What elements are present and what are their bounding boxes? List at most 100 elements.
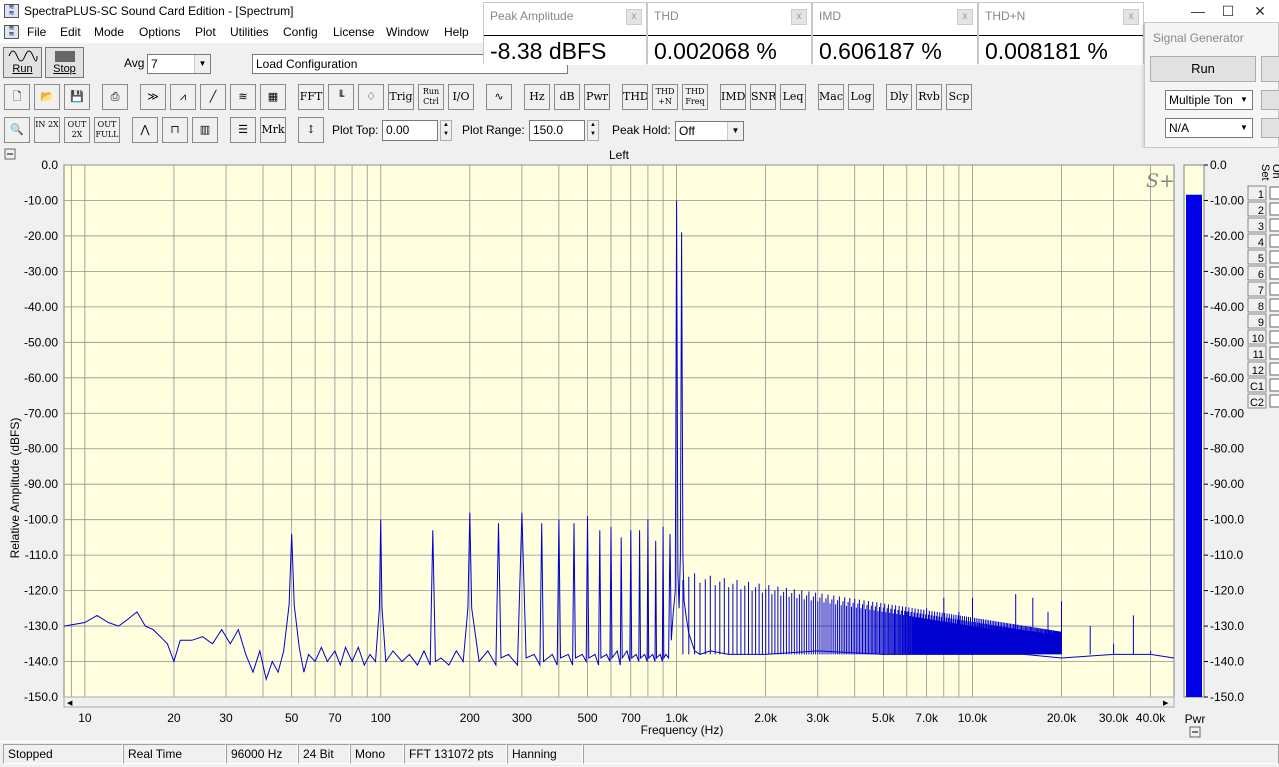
menu-window[interactable]: Window	[386, 25, 429, 39]
stop-button[interactable]: Stop	[45, 47, 84, 78]
overlay-set-checkbox[interactable]	[1269, 378, 1279, 392]
document-icon[interactable]: ≋ ≋	[4, 25, 19, 39]
step-plot-icon[interactable]: ⊓	[162, 117, 188, 143]
save-disk-icon[interactable]: 💾	[64, 84, 90, 110]
scroll-right-arrow[interactable]: ▶	[1163, 700, 1169, 707]
io-button[interactable]: I/O	[448, 84, 474, 110]
overlay-set-checkbox[interactable]	[1269, 330, 1279, 344]
plot-top-input[interactable]: 0.00	[382, 120, 438, 141]
dly-button[interactable]: Dly	[886, 84, 912, 110]
signal-mode-side-button[interactable]	[1261, 90, 1279, 110]
overlay-set-checkbox[interactable]	[1269, 282, 1279, 296]
overlay-set-checkbox[interactable]	[1269, 266, 1279, 280]
maximize-button[interactable]: ☐	[1221, 3, 1235, 19]
menu-plot[interactable]: Plot	[195, 25, 216, 39]
spectrum-chart[interactable]: Left 0.0 -10.00 -20.00 -30.00 -40.00 -50.00 -6…	[0, 148, 1279, 741]
zoom-in-2x-button[interactable]: IN 2X	[34, 117, 60, 143]
signal-option-select[interactable]: N/A ▼	[1165, 118, 1253, 138]
overlay-set-button[interactable]	[1247, 313, 1267, 329]
run-button[interactable]: Run	[3, 47, 42, 78]
snr-button[interactable]: SNR	[750, 84, 776, 110]
overlay-set-checkbox[interactable]	[1269, 202, 1279, 216]
leq-button[interactable]: Leq	[780, 84, 806, 110]
menu-config[interactable]: Config	[283, 25, 318, 39]
overlay-set-button[interactable]	[1247, 297, 1267, 313]
overlay-set-button[interactable]	[1247, 201, 1267, 217]
fft-button[interactable]: FFT	[298, 84, 324, 110]
overlay-set-checkbox[interactable]	[1269, 346, 1279, 360]
db-button[interactable]: dB	[554, 84, 580, 110]
horizontal-scrollbar[interactable]	[63, 696, 1175, 708]
overlay-set-button[interactable]	[1247, 233, 1267, 249]
overlay-set-button[interactable]	[1247, 217, 1267, 233]
close-button[interactable]: ✕	[1254, 3, 1266, 19]
thd-close-button[interactable]: x	[791, 9, 807, 25]
octave-icon[interactable]: ♢	[358, 84, 384, 110]
signal-mode-select[interactable]: Multiple Ton ▼	[1165, 90, 1253, 110]
app-icon[interactable]: ≋ ≋	[4, 4, 19, 18]
menu-help[interactable]: Help	[444, 25, 469, 39]
zoom-magnifier-icon[interactable]: 🔍	[4, 117, 30, 143]
zoom-out-full-button[interactable]: OUT FULL	[94, 117, 120, 143]
overlay-set-checkbox[interactable]	[1269, 186, 1279, 200]
overlay-set-checkbox[interactable]	[1269, 250, 1279, 264]
imd-close-button[interactable]: x	[957, 9, 973, 25]
avg-select[interactable]: 7 ▼	[147, 54, 211, 74]
overlay-set-button[interactable]	[1247, 329, 1267, 345]
thdn-button[interactable]: THD +N	[652, 84, 678, 110]
marker-button[interactable]: Mrk	[260, 117, 286, 143]
zoom-out-2x-button[interactable]: OUT 2X	[64, 117, 90, 143]
overlay-set-button[interactable]	[1247, 185, 1267, 201]
vertical-range-icon[interactable]: ↕	[298, 117, 324, 143]
open-folder-icon[interactable]: 📂	[34, 84, 60, 110]
minimize-button[interactable]: —	[1191, 3, 1205, 19]
signal-generator-extra-button[interactable]	[1261, 56, 1279, 82]
overlay-set-button[interactable]	[1247, 281, 1267, 297]
overlay-set-checkbox[interactable]	[1269, 394, 1279, 408]
thd-freq-button[interactable]: THD Freq	[682, 84, 708, 110]
rvb-button[interactable]: Rvb	[916, 84, 942, 110]
menu-license[interactable]: License	[333, 25, 375, 39]
overlay-set-checkbox[interactable]	[1269, 314, 1279, 328]
overlay-set-button[interactable]	[1247, 361, 1267, 377]
menu-mode[interactable]: Mode	[94, 25, 125, 39]
bar-plot-icon[interactable]: ▥	[192, 117, 218, 143]
bar-scale-icon[interactable]: ╙	[328, 84, 354, 110]
overlay-set-button[interactable]	[1247, 345, 1267, 361]
list-icon[interactable]: ☰	[230, 117, 256, 143]
thdn-close-button[interactable]: x	[1123, 9, 1139, 25]
ramp-icon[interactable]: ╱	[200, 84, 226, 110]
imd-button[interactable]: IMD	[720, 84, 746, 110]
overlay-set-checkbox[interactable]	[1269, 234, 1279, 248]
run-ctrl-button[interactable]: Run Ctrl	[418, 84, 444, 110]
3d-surface-icon[interactable]: ▦	[260, 84, 286, 110]
mac-button[interactable]: Mac	[818, 84, 844, 110]
hz-button[interactable]: Hz	[524, 84, 550, 110]
thd-button[interactable]: THD	[622, 84, 648, 110]
overlay-set-button[interactable]	[1247, 249, 1267, 265]
overlay-set-button[interactable]	[1247, 393, 1267, 409]
trig-button[interactable]: Trig	[388, 84, 414, 110]
peak-amplitude-close-button[interactable]: x	[626, 9, 642, 25]
overlay-set-checkbox[interactable]	[1269, 362, 1279, 376]
overlay-set-checkbox[interactable]	[1269, 298, 1279, 312]
pwr-button[interactable]: Pwr	[584, 84, 610, 110]
plot-range-spinner[interactable]: ▲ ▼	[587, 120, 599, 141]
menu-options[interactable]: Options	[139, 25, 181, 39]
menu-file[interactable]: File	[27, 25, 47, 39]
generator-icon[interactable]: ∿	[486, 84, 512, 110]
scroll-left-arrow[interactable]: ◀	[67, 700, 73, 707]
fast-forward-icon[interactable]: ≫	[140, 84, 166, 110]
scp-button[interactable]: Scp	[946, 84, 972, 110]
overlay-set-checkbox[interactable]	[1269, 218, 1279, 232]
overlay-icon[interactable]: ⩘	[170, 84, 196, 110]
menu-utilities[interactable]: Utilities	[230, 25, 269, 39]
print-icon[interactable]: ⎙	[102, 84, 128, 110]
signal-generator-run-button[interactable]: Run	[1150, 56, 1256, 82]
signal-option-side-button[interactable]	[1261, 118, 1279, 138]
log-button[interactable]: Log	[848, 84, 874, 110]
peak-hold-select[interactable]: Off ▼	[675, 121, 744, 141]
menu-edit[interactable]: Edit	[60, 25, 81, 39]
plot-top-spinner[interactable]: ▲ ▼	[440, 120, 452, 141]
overlay-set-button[interactable]	[1247, 265, 1267, 281]
